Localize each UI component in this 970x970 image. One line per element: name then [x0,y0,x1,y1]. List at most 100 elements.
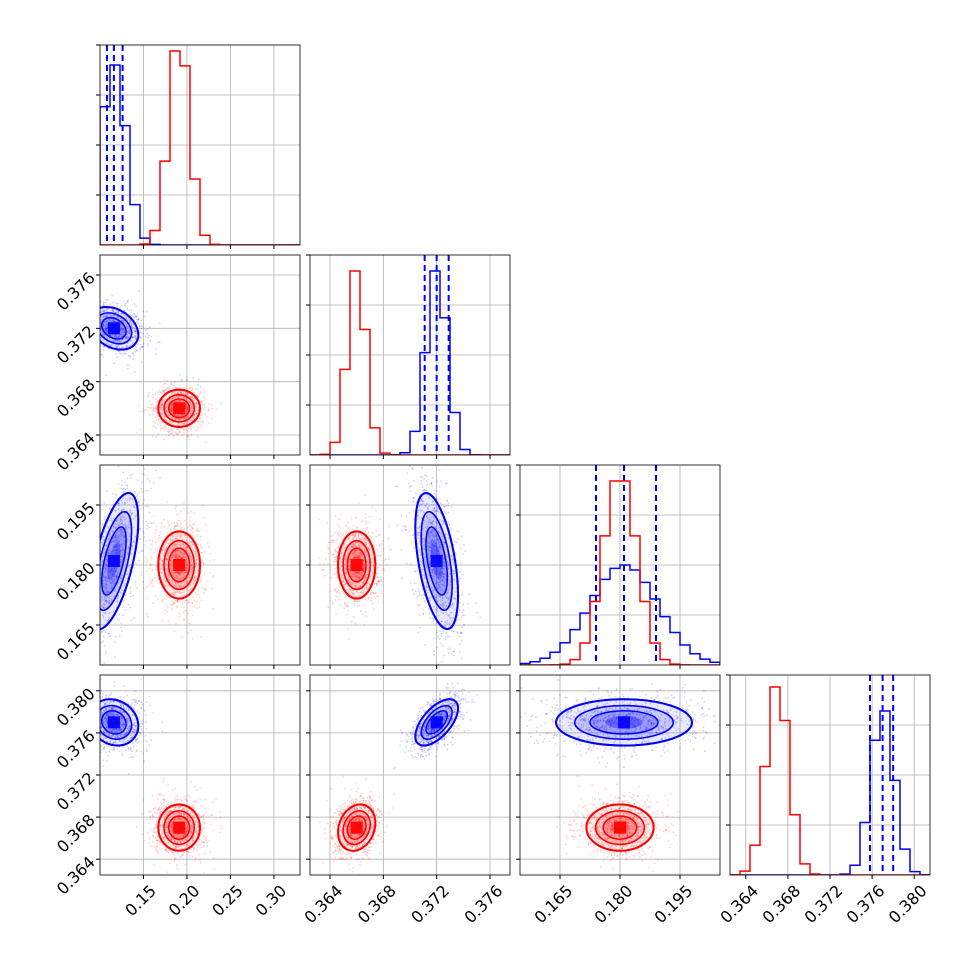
scatter-point [431,589,434,592]
scatter-point [459,547,462,549]
scatter-point [166,595,168,598]
scatter-point [183,583,186,586]
scatter-point [122,300,125,303]
scatter-point [116,316,119,318]
scatter-point [93,313,95,315]
scatter-point [195,548,197,551]
scatter-point [190,396,193,399]
scatter-point [92,323,94,325]
scatter-point [90,651,92,653]
scatter-point [89,598,91,600]
scatter-point [134,351,137,353]
scatter-point [177,571,179,574]
scatter-point [183,528,185,530]
scatter-point [89,649,91,651]
scatter-point [183,585,186,587]
scatter-point [104,612,106,615]
scatter-point [92,649,94,651]
scatter-point [120,555,123,558]
scatter-point [171,407,174,410]
scatter-point [95,597,97,599]
scatter-point [115,519,118,522]
scatter-point [94,560,96,562]
scatter-point [412,588,414,591]
scatter-point [185,405,188,407]
scatter-point [131,351,134,354]
scatter-point [170,420,172,423]
scatter-point [102,311,105,313]
scatter-point [164,404,167,407]
scatter-point [173,526,176,528]
scatter-point [91,592,93,594]
scatter-point [120,532,123,534]
scatter-point [186,422,189,425]
scatter-point [91,320,93,322]
scatter-point [103,596,106,598]
scatter-point [200,400,203,403]
scatter-point [84,318,86,320]
scatter-point [194,572,197,574]
scatter-point [439,512,441,514]
scatter-point [413,546,416,549]
scatter-point [200,391,202,393]
scatter-point [137,318,140,321]
scatter-point [184,417,187,419]
scatter-point [160,406,162,409]
scatter-point [160,522,163,524]
scatter-point [174,552,176,555]
scatter-point [119,565,122,568]
scatter-point [168,433,171,436]
scatter-point [112,574,114,577]
scatter-point [174,431,177,434]
scatter-point [188,524,191,526]
scatter-point [106,331,108,334]
scatter-point [122,549,125,552]
scatter-point [122,614,125,617]
scatter-point [421,475,424,478]
scatter-point [98,343,100,345]
scatter-point [119,329,122,331]
scatter-point [172,538,175,541]
scatter-point [168,579,171,581]
scatter-point [146,336,149,339]
scatter-point [434,444,436,446]
scatter-point [188,573,191,576]
scatter-point [440,632,443,635]
scatter-point [71,604,73,606]
scatter-point [412,509,415,512]
scatter-point [132,336,134,338]
scatter-point [195,529,198,532]
scatter-point [167,554,170,557]
scatter-point [98,331,100,333]
scatter-point [155,427,158,430]
scatter-point [173,400,176,403]
scatter-point [127,367,129,370]
scatter-point [120,589,123,592]
scatter-panel-1-0 [82,255,300,455]
scatter-point [185,422,188,425]
scatter-point [117,504,120,507]
scatter-point [167,387,170,390]
scatter-point [434,597,437,599]
scatter-point [193,580,196,582]
scatter-point [123,503,126,506]
scatter-point [115,545,117,547]
scatter-point [430,535,432,537]
scatter-point [182,571,185,573]
scatter-point [172,428,175,430]
scatter-point [82,321,84,323]
scatter-point [115,567,118,570]
scatter-point [173,554,176,557]
scatter-point [172,434,175,437]
scatter-point [100,311,103,313]
scatter-point [174,551,177,553]
scatter-point [128,309,131,312]
scatter-point [126,344,128,347]
scatter-point [167,434,170,437]
scatter-point [194,575,196,578]
scatter-point [139,339,141,342]
scatter-point [186,379,189,382]
scatter-point [188,539,191,542]
scatter-point [103,575,105,578]
scatter-point [92,317,94,319]
